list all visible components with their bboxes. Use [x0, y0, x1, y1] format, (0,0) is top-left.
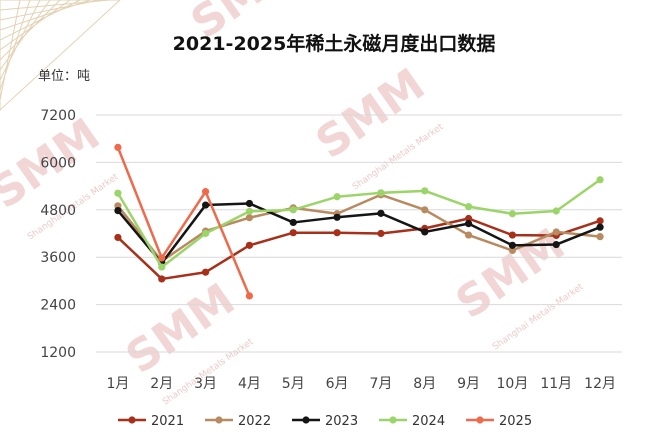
- x-tick-label: 6月: [326, 376, 349, 392]
- data-point: [596, 176, 604, 184]
- y-tick-label: 6000: [40, 155, 76, 171]
- y-axis-ticks: 1200 2400 3600 4800 6000 7200: [40, 108, 76, 361]
- legend-label: 2021: [151, 414, 184, 429]
- data-point: [464, 214, 473, 223]
- legend-item-2023: 2023: [292, 414, 358, 429]
- data-point: [421, 206, 429, 214]
- data-point: [201, 229, 210, 238]
- data-point: [245, 207, 254, 215]
- series-line-2024: [116, 178, 601, 269]
- data-point: [552, 240, 560, 249]
- data-point: [552, 228, 560, 236]
- series-2024: [114, 176, 604, 271]
- data-point: [201, 201, 210, 209]
- data-point: [158, 275, 166, 283]
- data-point: [552, 207, 560, 215]
- y-unit-label: 单位：吨: [38, 69, 90, 84]
- data-point: [289, 229, 297, 237]
- data-point: [464, 231, 473, 239]
- legend-swatch-marker: [302, 416, 310, 424]
- corner-decoration: [0, 0, 121, 111]
- legend-item-2025: 2025: [466, 414, 532, 429]
- x-tick-label: 9月: [457, 376, 480, 392]
- data-point: [596, 217, 604, 225]
- legend-swatch-marker: [476, 416, 484, 424]
- x-tick-label: 10月: [497, 376, 529, 392]
- series-line-2021: [117, 217, 601, 281]
- data-point: [333, 229, 341, 237]
- grid-lines: [96, 114, 622, 353]
- data-point: [464, 220, 473, 228]
- data-point: [508, 210, 517, 218]
- series-line-2025: [116, 146, 251, 297]
- legend-swatch-marker: [389, 416, 397, 424]
- watermark-group: SMM Shanghai Metals Market SMM Shanghai …: [0, 0, 586, 407]
- x-tick-label: 5月: [282, 376, 305, 392]
- x-tick-label: 8月: [413, 376, 436, 392]
- data-point: [289, 218, 297, 227]
- y-tick-label: 4800: [40, 203, 76, 219]
- x-tick-label: 3月: [194, 376, 217, 392]
- data-point: [114, 233, 122, 242]
- legend-item-2024: 2024: [379, 414, 445, 429]
- y-tick-label: 1200: [40, 345, 76, 361]
- data-point: [508, 246, 517, 255]
- data-point: [289, 206, 297, 214]
- data-point: [508, 231, 517, 239]
- series-line-2022: [116, 193, 601, 263]
- data-point: [377, 209, 385, 217]
- y-tick-label: 2400: [40, 298, 76, 314]
- data-point: [377, 189, 385, 197]
- series-group: [114, 143, 604, 300]
- chart-title: 2021-2025年稀土永磁月度出口数据: [173, 32, 496, 55]
- x-tick-label: 4月: [238, 376, 261, 392]
- legend: 2021 2022 2023 2024 2025: [118, 414, 532, 429]
- data-point: [508, 241, 517, 249]
- data-point: [158, 254, 166, 262]
- data-point: [201, 188, 210, 196]
- data-point: [464, 203, 473, 211]
- legend-label: 2023: [325, 414, 358, 429]
- x-tick-label: 12月: [584, 376, 616, 392]
- data-point: [377, 229, 385, 238]
- x-axis-ticks: 1月 2月 3月 4月 5月 6月 7月 8月 9月 10月 11月 12月: [106, 376, 616, 392]
- data-point: [421, 228, 429, 236]
- data-point: [245, 292, 254, 300]
- series-2021: [114, 214, 604, 283]
- watermark-2: SMM: [307, 59, 434, 169]
- data-point: [114, 206, 122, 215]
- y-tick-label: 3600: [40, 250, 76, 266]
- legend-label: 2024: [412, 414, 445, 429]
- legend-label: 2022: [238, 414, 271, 429]
- series-line-2023: [116, 202, 601, 265]
- legend-item-2022: 2022: [205, 414, 271, 429]
- data-point: [596, 223, 604, 231]
- data-point: [245, 199, 254, 208]
- data-point: [421, 187, 429, 195]
- data-point: [158, 263, 166, 271]
- x-tick-label: 7月: [369, 376, 392, 392]
- x-tick-label: 1月: [106, 376, 129, 392]
- data-point: [333, 193, 341, 201]
- x-tick-label: 11月: [540, 376, 572, 392]
- y-tick-label: 7200: [40, 108, 76, 124]
- watermark-3: SMM: [117, 274, 244, 384]
- data-point: [114, 143, 122, 151]
- legend-label: 2025: [499, 414, 532, 429]
- data-point: [596, 233, 604, 241]
- legend-swatch-marker: [215, 416, 223, 424]
- series-2025: [114, 143, 254, 300]
- data-point: [114, 189, 122, 197]
- data-point: [333, 213, 341, 221]
- legend-item-2021: 2021: [118, 414, 184, 429]
- legend-swatch-marker: [128, 416, 136, 424]
- data-point: [245, 241, 254, 249]
- data-point: [245, 214, 254, 222]
- x-tick-label: 2月: [150, 376, 173, 392]
- data-point: [201, 268, 210, 276]
